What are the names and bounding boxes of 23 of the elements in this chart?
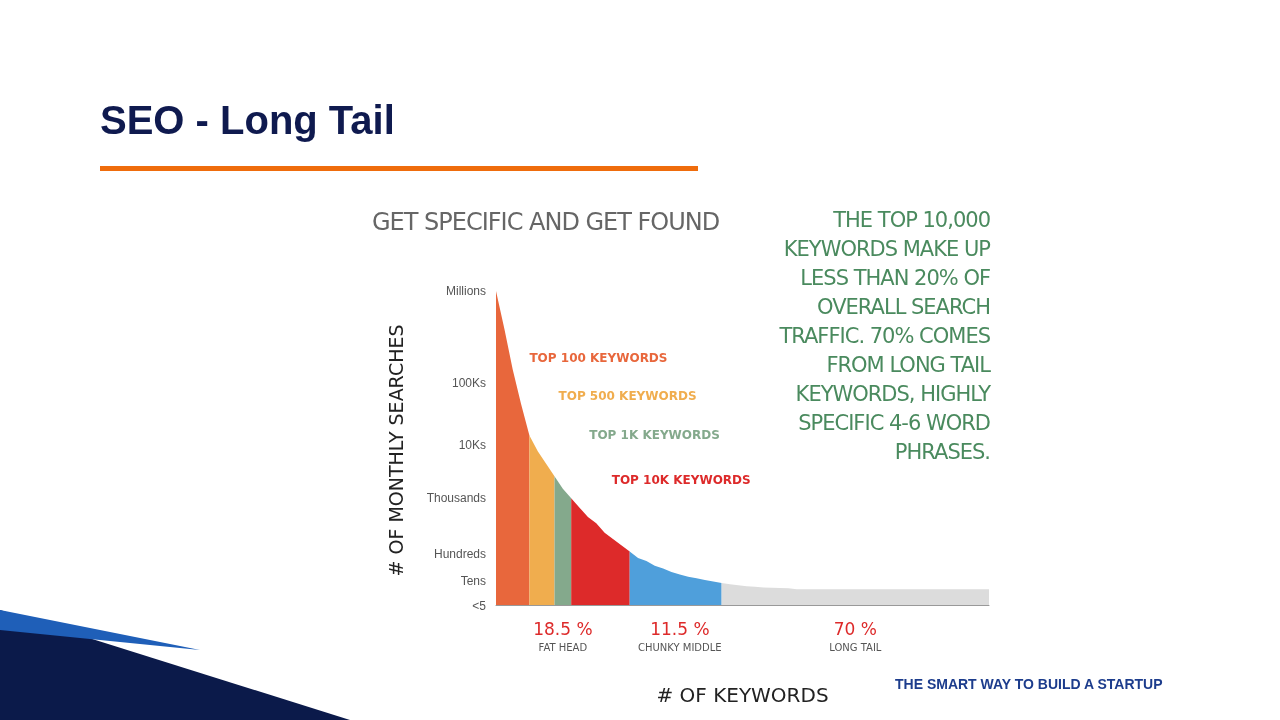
- y-axis-title: # OF MONTHLY SEARCHES: [385, 324, 407, 577]
- text: 11.5 %: [650, 619, 710, 639]
- text: TOP 1K KEYWORDS: [589, 428, 720, 443]
- text: Tens: [460, 574, 486, 588]
- series-label: TOP 100 KEYWORDS: [529, 351, 668, 366]
- text: FAT HEAD: [538, 641, 588, 653]
- text: 100Ks: [451, 376, 486, 390]
- chart-title: SEO - Long Tail: [100, 98, 395, 143]
- x-axis-title: # OF KEYWORDS: [656, 683, 829, 707]
- text: 10Ks: [458, 438, 486, 452]
- chart-subtitle: GET SPECIFIC AND GET FOUND: [372, 208, 720, 236]
- text: Millions: [445, 284, 486, 298]
- text: 70 %: [833, 619, 877, 639]
- text: THE TOP 10,000 KEYWORDS MAKE UP LESS THAN 20% OF OVERALL SEARCH TRAFFIC. 70% COMES FROM LONG TAIL KEYWORDS, HIGHLY SPECIFIC 4-6 WORD PHRASES.: [779, 208, 990, 464]
- text: 18.5 %: [533, 619, 593, 639]
- text: TOP 500 KEYWORDS: [558, 389, 697, 404]
- text: THE SMART WAY TO BUILD A STARTUP: [895, 676, 1163, 692]
- text: Hundreds: [433, 547, 486, 561]
- text: LONG TAIL: [829, 641, 882, 653]
- text: <5: [472, 599, 487, 613]
- text: CHUNKY MIDDLE: [637, 641, 722, 653]
- text: TOP 10K KEYWORDS: [611, 472, 751, 487]
- text: Thousands: [426, 491, 486, 505]
